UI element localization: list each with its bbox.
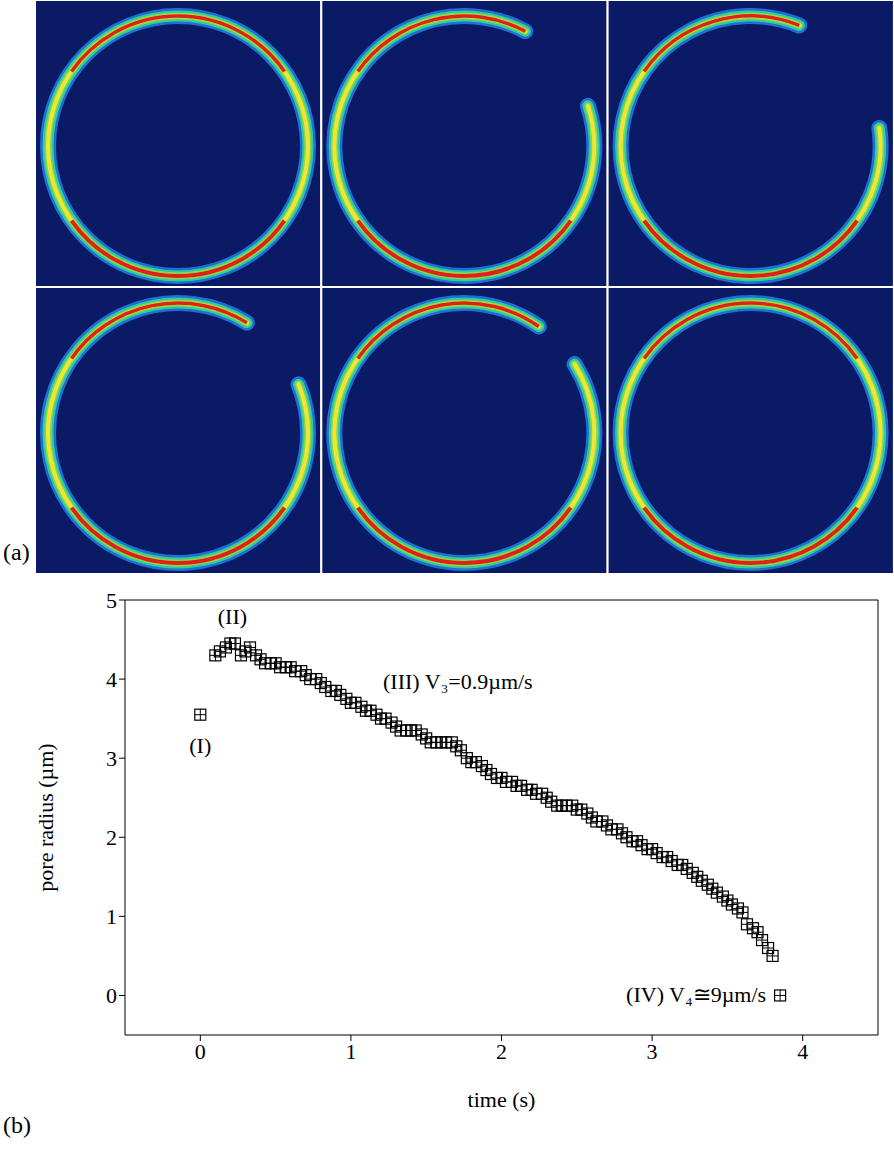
svg-text:1: 1 [106,904,117,929]
svg-text:0: 0 [195,1039,206,1064]
svg-text:3: 3 [647,1039,658,1064]
svg-text:3: 3 [106,746,117,771]
svg-text:5: 5 [106,588,117,613]
svg-text:2: 2 [106,825,117,850]
svg-text:4: 4 [106,667,117,692]
svg-text:4: 4 [797,1039,808,1064]
svg-text:2: 2 [496,1039,507,1064]
svg-text:(a): (a) [3,539,30,565]
svg-text:0: 0 [106,983,117,1008]
svg-text:time (s): time (s) [468,1087,536,1112]
svg-text:pore radius (µm): pore radius (µm) [33,743,58,891]
svg-text:(III) V₃=0.9µm/s: (III) V₃=0.9µm/s [383,669,533,694]
svg-text:1: 1 [345,1039,356,1064]
svg-text:(IV) V₄≅9µm/s: (IV) V₄≅9µm/s [626,982,766,1007]
svg-text:(I): (I) [189,733,211,758]
html-text:(b): (b) [3,1112,31,1138]
svg-text:(II): (II) [218,604,247,629]
